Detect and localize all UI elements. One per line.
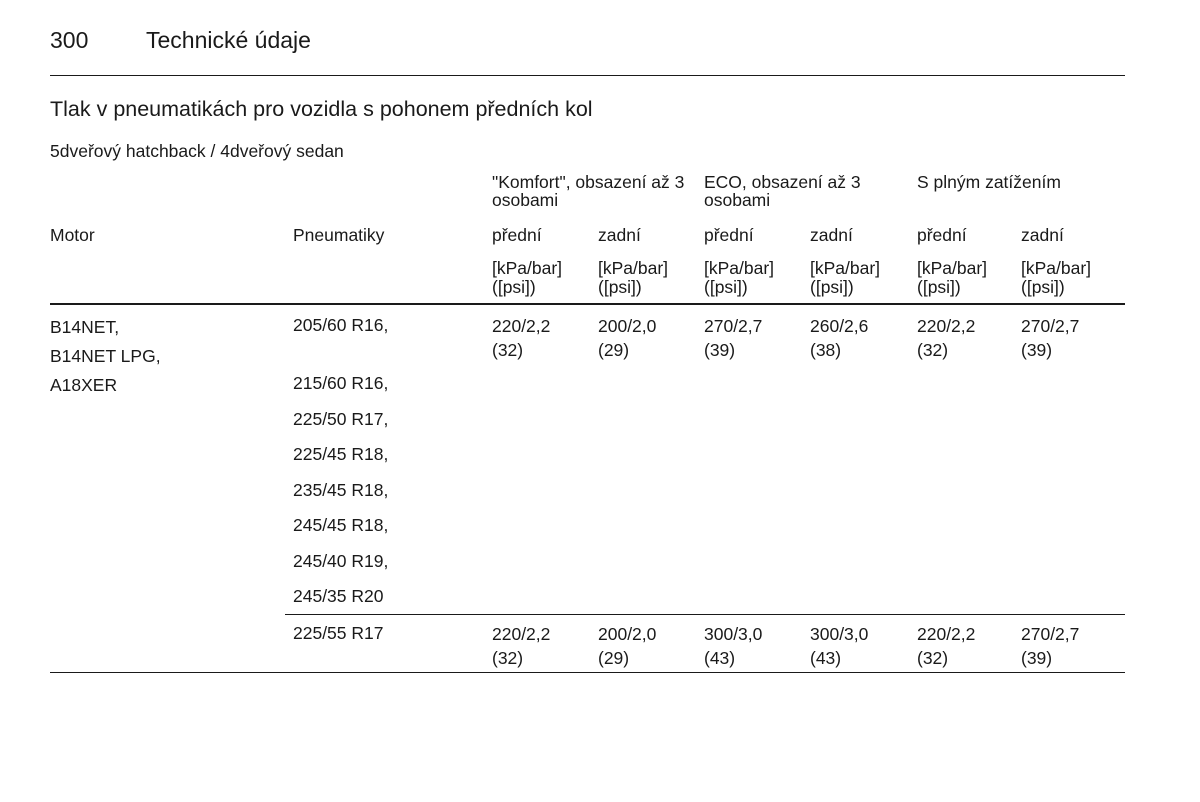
motor-name: B14NET, — [50, 317, 120, 337]
header-divider — [50, 75, 1125, 76]
tyre-size: 225/55 R17 — [293, 623, 384, 643]
unit-header: [kPa/bar] ([psi]) — [1021, 258, 1092, 297]
pressure-value: 200/2,0 (29) — [598, 624, 657, 668]
tyre-size: 225/45 R18, — [293, 444, 389, 464]
pressure-value: 270/2,7 (39) — [1021, 316, 1080, 360]
pressure-value: 260/2,6 (38) — [810, 316, 869, 360]
column-header-rear: zadní — [598, 225, 641, 245]
table-subtitle: 5dveřový hatchback / 4dveřový sedan — [50, 141, 344, 161]
pressure-value: 200/2,0 (29) — [598, 316, 657, 360]
column-header-tyres: Pneumatiky — [293, 225, 385, 245]
pressure-value: 220/2,2 (32) — [492, 624, 551, 668]
group-header-full-load: S plným zatížením — [917, 172, 1061, 192]
column-header-front: přední — [917, 225, 967, 245]
column-header-front: přední — [492, 225, 542, 245]
page-number: 300 — [50, 27, 89, 53]
group-header-eco: ECO, obsazení až 3 osobami — [704, 172, 861, 210]
pressure-value: 220/2,2 (32) — [917, 624, 976, 668]
column-header-motor: Motor — [50, 225, 95, 245]
pressure-value: 270/2,7 (39) — [704, 316, 763, 360]
pressure-value: 300/3,0 (43) — [704, 624, 763, 668]
motor-cell: B14NET, B14NET LPG, A18XER — [50, 313, 161, 400]
unit-header: [kPa/bar] ([psi]) — [810, 258, 881, 297]
table-header-divider — [50, 303, 1125, 305]
motor-name: B14NET LPG, — [50, 346, 161, 366]
pressure-value: 220/2,2 (32) — [917, 316, 976, 360]
tyre-size: 215/60 R16, — [293, 373, 389, 393]
pressure-value: 270/2,7 (39) — [1021, 624, 1080, 668]
tyre-size: 245/35 R20 — [293, 586, 384, 606]
tyre-size: 235/45 R18, — [293, 480, 389, 500]
column-header-rear: zadní — [1021, 225, 1064, 245]
unit-header: [kPa/bar] ([psi]) — [704, 258, 775, 297]
unit-header: [kPa/bar] ([psi]) — [492, 258, 563, 297]
section-title: Technické údaje — [146, 27, 311, 53]
unit-header: [kPa/bar] ([psi]) — [598, 258, 669, 297]
pressure-value: 220/2,2 (32) — [492, 316, 551, 360]
tyre-size: 245/45 R18, — [293, 515, 389, 535]
group-header-comfort: "Komfort", obsazení až 3 osobami — [492, 172, 685, 210]
motor-name: A18XER — [50, 375, 118, 395]
tyre-size: 225/50 R17, — [293, 409, 389, 429]
unit-header: [kPa/bar] ([psi]) — [917, 258, 988, 297]
row-divider — [285, 614, 1125, 615]
table-bottom-divider — [50, 672, 1125, 673]
column-header-rear: zadní — [810, 225, 853, 245]
table-title: Tlak v pneumatikách pro vozidla s pohone… — [50, 97, 593, 121]
tyre-size: 205/60 R16, — [293, 315, 389, 335]
column-header-front: přední — [704, 225, 754, 245]
pressure-value: 300/3,0 (43) — [810, 624, 869, 668]
tyre-size: 245/40 R19, — [293, 551, 389, 571]
